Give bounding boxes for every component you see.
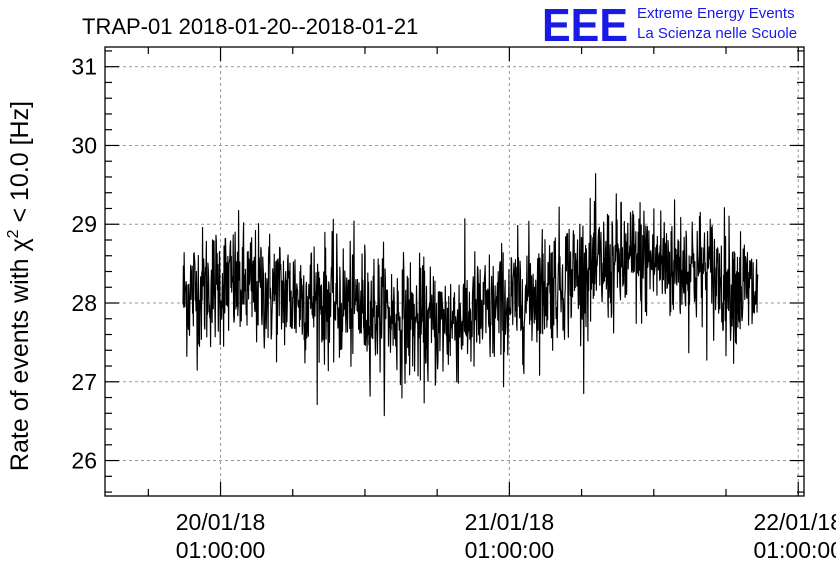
logo-text: EEE (542, 0, 628, 51)
logo-line1: Extreme Energy Events (637, 5, 795, 22)
x-tick-label-time: 01:00:00 (176, 537, 266, 563)
plot-frame (104, 46, 805, 497)
series-layer (182, 173, 759, 417)
y-axis-label-sup: 2 (5, 229, 22, 238)
y-tick-label: 28 (71, 290, 97, 316)
y-tick-label: 26 (71, 448, 97, 474)
x-tick-label-date: 21/01/18 (465, 509, 555, 535)
x-tick-labels: 20/01/1801:00:0021/01/1801:00:0022/01/18… (176, 509, 836, 563)
chart-title: TRAP-01 2018-01-20--2018-01-21 (82, 14, 418, 39)
x-tick-label-date: 20/01/18 (176, 509, 266, 535)
eee-logo: EEE Extreme Energy Events La Scienza nel… (542, 0, 797, 51)
x-tick-label-time: 01:00:00 (465, 537, 555, 563)
y-axis-label: Rate of events with χ2 < 10.0 [Hz] (5, 101, 34, 471)
svg-text:Rate of events with χ2 < 10.0: Rate of events with χ2 < 10.0 [Hz] (5, 101, 34, 471)
logo-line2: La Scienza nelle Scuole (637, 25, 797, 42)
y-tick-labels: 26 27 28 29 30 31 (71, 54, 97, 474)
axis-ticks (105, 47, 804, 496)
y-axis-label-tail: < 10.0 [Hz] (6, 101, 34, 230)
x-tick-label-time: 01:00:00 (753, 537, 836, 563)
x-tick-label-date: 22/01/18 (753, 509, 836, 535)
y-tick-label: 30 (71, 132, 97, 158)
y-tick-label: 29 (71, 211, 97, 237)
y-tick-label: 31 (71, 54, 97, 80)
y-axis-label-main: Rate of events with χ (6, 238, 34, 471)
y-tick-label: 27 (71, 369, 97, 395)
series-line (182, 173, 759, 417)
